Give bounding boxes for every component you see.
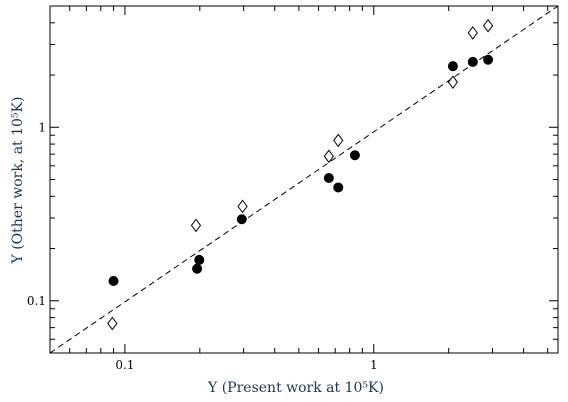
filled-circle-point <box>447 61 458 72</box>
open-diamond-point <box>482 18 494 33</box>
filled-circle-point <box>323 173 334 184</box>
filled-circle-point <box>483 54 494 65</box>
dashed-fit-line <box>49 5 559 354</box>
open-diamond-point <box>447 75 459 89</box>
x-tick-label: 0.1 <box>115 358 134 372</box>
filled-circle-point <box>108 276 119 287</box>
x-tick-label: 1 <box>370 358 378 372</box>
y-axis-title: Y (Other work, at 10⁵K) <box>10 97 26 265</box>
open-diamond-point <box>467 26 478 40</box>
axis-ticks <box>49 5 558 354</box>
filled-circle-point <box>192 263 203 274</box>
reference-line <box>49 5 559 354</box>
open-diamond-point <box>333 133 344 148</box>
open-diamond-point <box>107 316 118 331</box>
open-diamond-point <box>237 199 248 214</box>
filled-circle-point <box>467 56 478 67</box>
tick-labels: 0.1 1 0.1 1 <box>27 120 378 372</box>
open-diamond-point <box>190 218 202 233</box>
y-tick-label: 1 <box>38 120 46 134</box>
filled-circle-point <box>349 150 360 161</box>
y-tick-label: 0.1 <box>27 294 46 308</box>
filled-circle-point <box>236 214 247 225</box>
filled-circle-point <box>194 254 205 265</box>
filled-circle-point <box>333 182 344 193</box>
open-diamond-point <box>323 149 334 164</box>
x-axis-title: Y (Present work at 10⁵K) <box>207 380 384 396</box>
data-points <box>107 18 494 331</box>
